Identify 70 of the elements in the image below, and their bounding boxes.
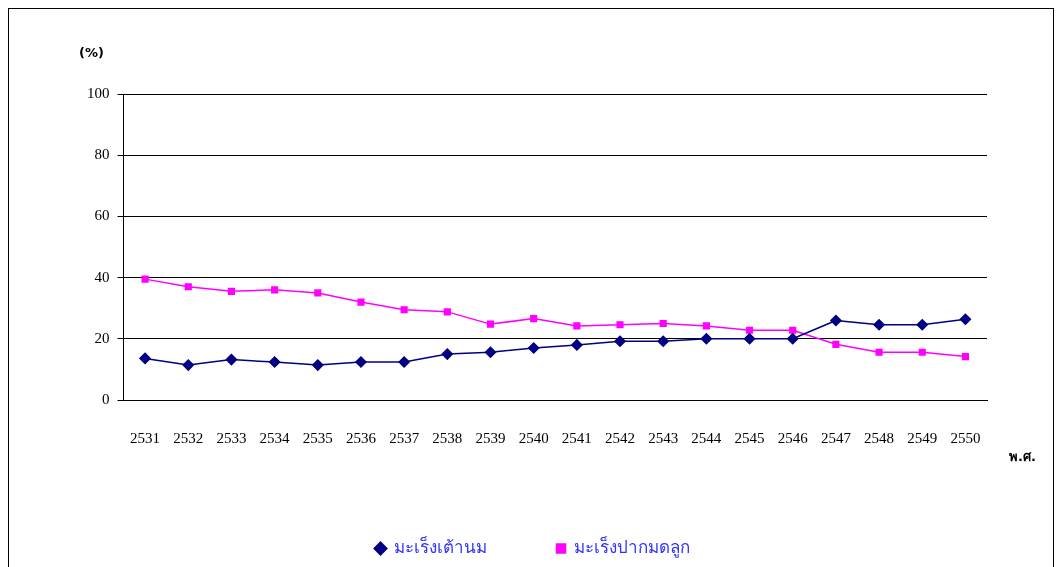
- x-tick-label: 2535: [302, 429, 333, 446]
- point: [486, 320, 495, 328]
- point: [527, 342, 540, 354]
- point: [659, 319, 667, 328]
- point: [961, 352, 969, 361]
- point: [182, 359, 195, 371]
- x-tick-label: 2544: [691, 429, 722, 446]
- point: [357, 298, 365, 306]
- x-tick-label: 2533: [216, 429, 247, 446]
- x-tick-label: 2546: [777, 429, 809, 446]
- x-tick-label: 2542: [605, 429, 636, 446]
- x-tick-label: 2543: [648, 429, 679, 446]
- legend-label: มะเร็งเต้านม: [393, 535, 487, 557]
- point: [786, 333, 799, 345]
- x-tick-label: 2540: [518, 429, 549, 446]
- x-tick-label: 2532: [173, 429, 204, 446]
- x-tick-label: 2549: [907, 429, 938, 446]
- x-tick-label: 2548: [864, 429, 895, 446]
- point: [184, 283, 192, 291]
- y-axis-title: (%): [79, 44, 104, 60]
- point: [571, 339, 583, 351]
- x-axis-title: พ.ศ.: [1009, 449, 1036, 465]
- point: [959, 313, 972, 325]
- point: [355, 356, 367, 368]
- point: [916, 318, 928, 331]
- point: [398, 356, 410, 368]
- point: [700, 333, 713, 345]
- point: [918, 348, 926, 356]
- x-tick-label: 2534: [259, 429, 291, 446]
- y-tick-label: 100: [87, 84, 110, 101]
- point: [830, 314, 842, 327]
- x-tick-label: 2531: [130, 429, 161, 446]
- point: [484, 346, 497, 359]
- x-tick-label: 2539: [475, 429, 506, 446]
- point: [141, 275, 149, 283]
- point: [227, 287, 236, 295]
- x-tick-label: 2541: [561, 429, 592, 446]
- x-tick-label: 2538: [432, 429, 463, 446]
- point: [139, 352, 151, 365]
- y-tick-label: 0: [102, 390, 110, 407]
- point: [875, 348, 883, 356]
- x-tick-label: 2550: [950, 429, 981, 446]
- point: [616, 321, 624, 329]
- point: [400, 306, 408, 314]
- y-tick-label: 60: [94, 207, 110, 224]
- point: [271, 286, 279, 294]
- point: [530, 315, 538, 323]
- point: [873, 318, 885, 331]
- x-tick-label: 2537: [389, 429, 420, 446]
- point: [268, 356, 281, 368]
- y-tick-label: 40: [94, 268, 110, 285]
- x-tick-label: 2547: [820, 429, 852, 446]
- x-tick-label: 2536: [345, 429, 377, 446]
- y-tick-label: 80: [94, 146, 110, 163]
- point: [614, 335, 626, 347]
- point: [441, 348, 454, 360]
- x-tick-label: 2545: [734, 429, 765, 446]
- point: [225, 353, 238, 366]
- point: [702, 322, 710, 330]
- legend-label: มะเร็งปากมดลูก: [574, 535, 690, 558]
- y-tick-label: 20: [94, 329, 110, 346]
- point: [745, 326, 754, 334]
- point: [312, 359, 324, 371]
- point: [832, 340, 840, 348]
- point: [789, 326, 797, 334]
- point: [314, 289, 322, 297]
- point: [443, 308, 451, 316]
- point: [743, 333, 756, 345]
- point: [657, 335, 669, 347]
- point: [573, 322, 581, 330]
